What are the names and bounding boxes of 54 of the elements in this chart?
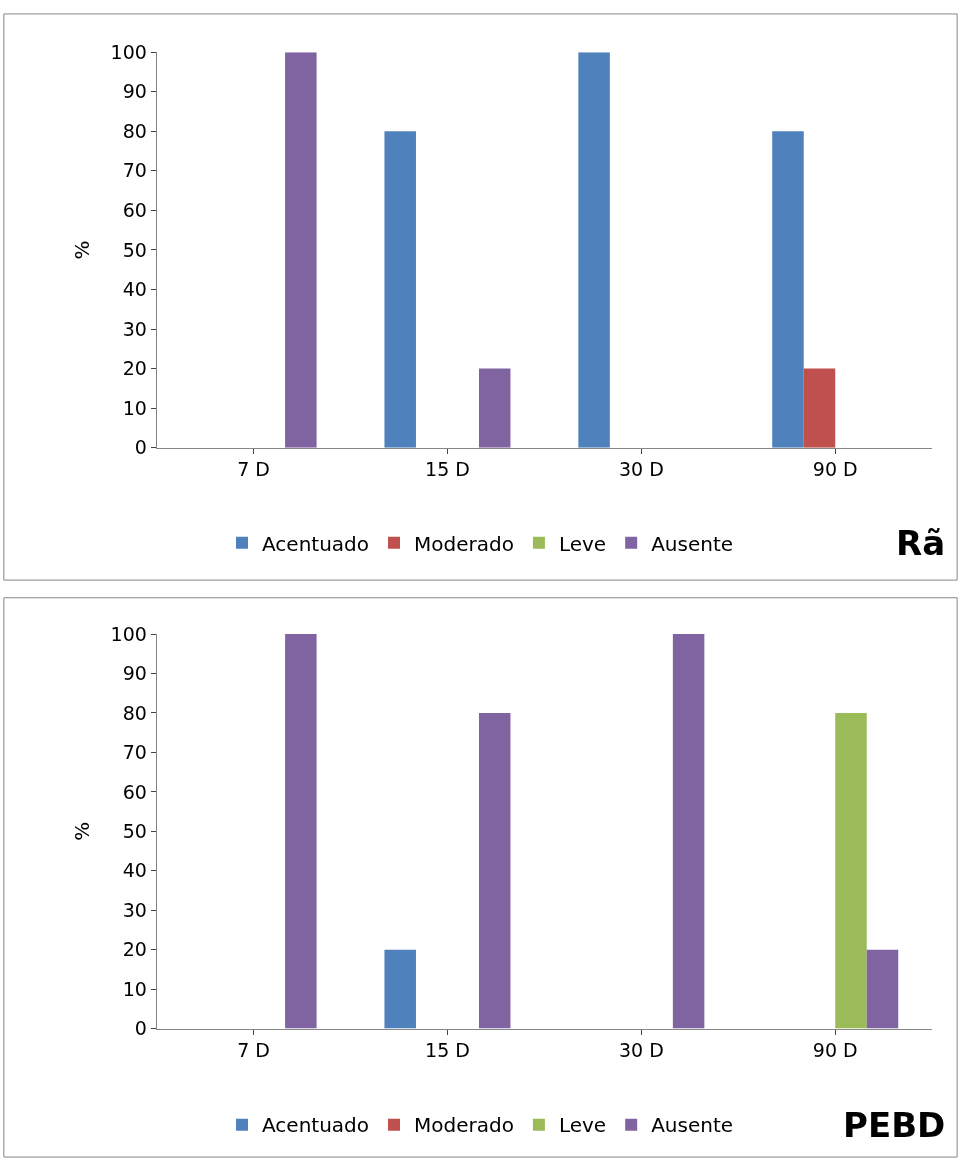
x-tick-label: 30 D bbox=[618, 1039, 664, 1062]
y-tick-label: 20 bbox=[122, 938, 147, 961]
y-axis-title: % bbox=[70, 240, 95, 260]
y-tick-label: 0 bbox=[134, 1017, 147, 1040]
y-tick-label: 50 bbox=[122, 819, 147, 842]
y-tick-label: 20 bbox=[122, 357, 147, 380]
y-tick-label: 40 bbox=[122, 859, 147, 882]
y-tick-label: 70 bbox=[122, 741, 147, 764]
y-tick-label: 90 bbox=[122, 662, 147, 685]
legend-label: Leve bbox=[558, 1113, 607, 1138]
bar bbox=[384, 131, 416, 448]
y-tick-label: 40 bbox=[122, 278, 147, 301]
legend-label: Leve bbox=[558, 531, 607, 556]
bar bbox=[384, 949, 416, 1029]
y-tick-label: 30 bbox=[122, 317, 147, 340]
y-tick-label: 60 bbox=[122, 199, 147, 222]
x-tick-label: 7 D bbox=[237, 1039, 270, 1062]
y-tick-label: 70 bbox=[122, 159, 147, 182]
bar bbox=[866, 949, 899, 1029]
bar bbox=[803, 368, 836, 448]
y-tick-label: 10 bbox=[122, 396, 147, 419]
text: Rã bbox=[896, 523, 946, 563]
bar bbox=[285, 634, 317, 1029]
legend-label: Ausente bbox=[651, 531, 734, 556]
y-tick-label: 60 bbox=[122, 780, 147, 803]
y-axis-title: % bbox=[70, 821, 95, 841]
bar bbox=[835, 712, 867, 1029]
y-tick-label: 10 bbox=[122, 977, 147, 1000]
bar bbox=[578, 52, 610, 448]
y-tick-label: 100 bbox=[110, 622, 147, 645]
bar bbox=[772, 131, 804, 448]
x-tick-label: 90 D bbox=[812, 1039, 858, 1062]
legend-label: Acentuado bbox=[262, 531, 370, 556]
y-tick-label: 80 bbox=[122, 701, 147, 724]
x-tick-label: 90 D bbox=[812, 458, 858, 481]
y-tick-label: 50 bbox=[122, 238, 147, 261]
legend-label: Ausente bbox=[651, 1113, 734, 1138]
y-tick-label: 30 bbox=[122, 898, 147, 921]
y-tick-label: 100 bbox=[110, 40, 147, 63]
bar bbox=[672, 634, 705, 1029]
y-tick-label: 90 bbox=[122, 80, 147, 103]
bar bbox=[478, 712, 511, 1029]
legend-label: Acentuado bbox=[262, 1113, 370, 1138]
legend-label: Moderado bbox=[414, 531, 514, 556]
y-tick-label: 80 bbox=[122, 119, 147, 142]
legend-label: Moderado bbox=[414, 1113, 514, 1138]
x-tick-label: 15 D bbox=[425, 458, 470, 481]
x-tick-label: 15 D bbox=[425, 1039, 470, 1062]
x-tick-label: 7 D bbox=[237, 458, 270, 481]
x-tick-label: 30 D bbox=[618, 458, 664, 481]
y-tick-label: 0 bbox=[134, 436, 147, 459]
text: PEBD bbox=[843, 1105, 946, 1145]
bar bbox=[285, 52, 317, 448]
bar bbox=[478, 368, 511, 448]
